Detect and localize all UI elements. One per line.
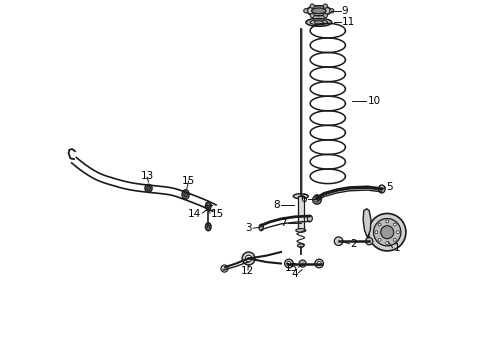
Text: 5: 5 [387,182,393,192]
Ellipse shape [145,184,152,192]
Circle shape [386,242,389,244]
Text: 4: 4 [292,269,298,279]
Ellipse shape [184,192,187,197]
Ellipse shape [307,215,312,222]
Circle shape [221,265,228,272]
Circle shape [393,238,396,241]
Circle shape [317,261,321,266]
Circle shape [287,261,291,266]
Circle shape [310,4,315,8]
Ellipse shape [315,195,319,201]
Circle shape [299,260,306,267]
Circle shape [245,255,252,262]
Circle shape [323,4,327,8]
Circle shape [310,13,315,18]
Text: 7: 7 [280,218,287,228]
Ellipse shape [306,18,332,26]
Ellipse shape [259,224,263,231]
Ellipse shape [205,223,211,231]
Text: 8: 8 [273,200,280,210]
Ellipse shape [307,6,331,16]
Ellipse shape [310,20,327,24]
Circle shape [315,198,319,202]
Circle shape [330,9,334,13]
Text: 10: 10 [368,96,381,106]
Text: 9: 9 [342,6,348,16]
Ellipse shape [182,190,189,199]
Circle shape [375,231,378,234]
Circle shape [334,237,343,246]
Circle shape [373,219,401,246]
Text: 2: 2 [350,239,357,249]
Circle shape [393,223,396,226]
Circle shape [285,259,293,268]
Ellipse shape [147,186,150,190]
Text: 12: 12 [241,266,254,276]
Ellipse shape [207,225,210,229]
Circle shape [323,13,327,18]
Text: 1: 1 [393,243,400,253]
Ellipse shape [297,244,304,247]
Circle shape [304,9,308,13]
Text: 15: 15 [211,209,224,219]
Circle shape [378,223,381,226]
Ellipse shape [379,185,385,193]
Circle shape [315,259,323,268]
Circle shape [396,231,399,234]
Text: 15: 15 [182,176,195,186]
Text: 14: 14 [188,209,201,219]
Circle shape [366,238,373,245]
Circle shape [313,195,321,204]
Text: 11: 11 [342,17,355,27]
Text: 3: 3 [245,223,252,233]
Circle shape [368,213,406,251]
Circle shape [378,238,381,241]
Ellipse shape [293,194,308,199]
Ellipse shape [314,21,323,24]
Circle shape [381,226,393,239]
Bar [297,196,304,230]
Circle shape [242,252,255,265]
Ellipse shape [296,229,306,232]
Polygon shape [363,209,371,238]
Text: 13: 13 [141,171,154,181]
Text: 15: 15 [285,263,298,273]
Ellipse shape [312,8,326,14]
Ellipse shape [205,202,211,210]
Circle shape [386,220,389,223]
Ellipse shape [207,204,210,208]
Text: 6: 6 [300,194,307,204]
